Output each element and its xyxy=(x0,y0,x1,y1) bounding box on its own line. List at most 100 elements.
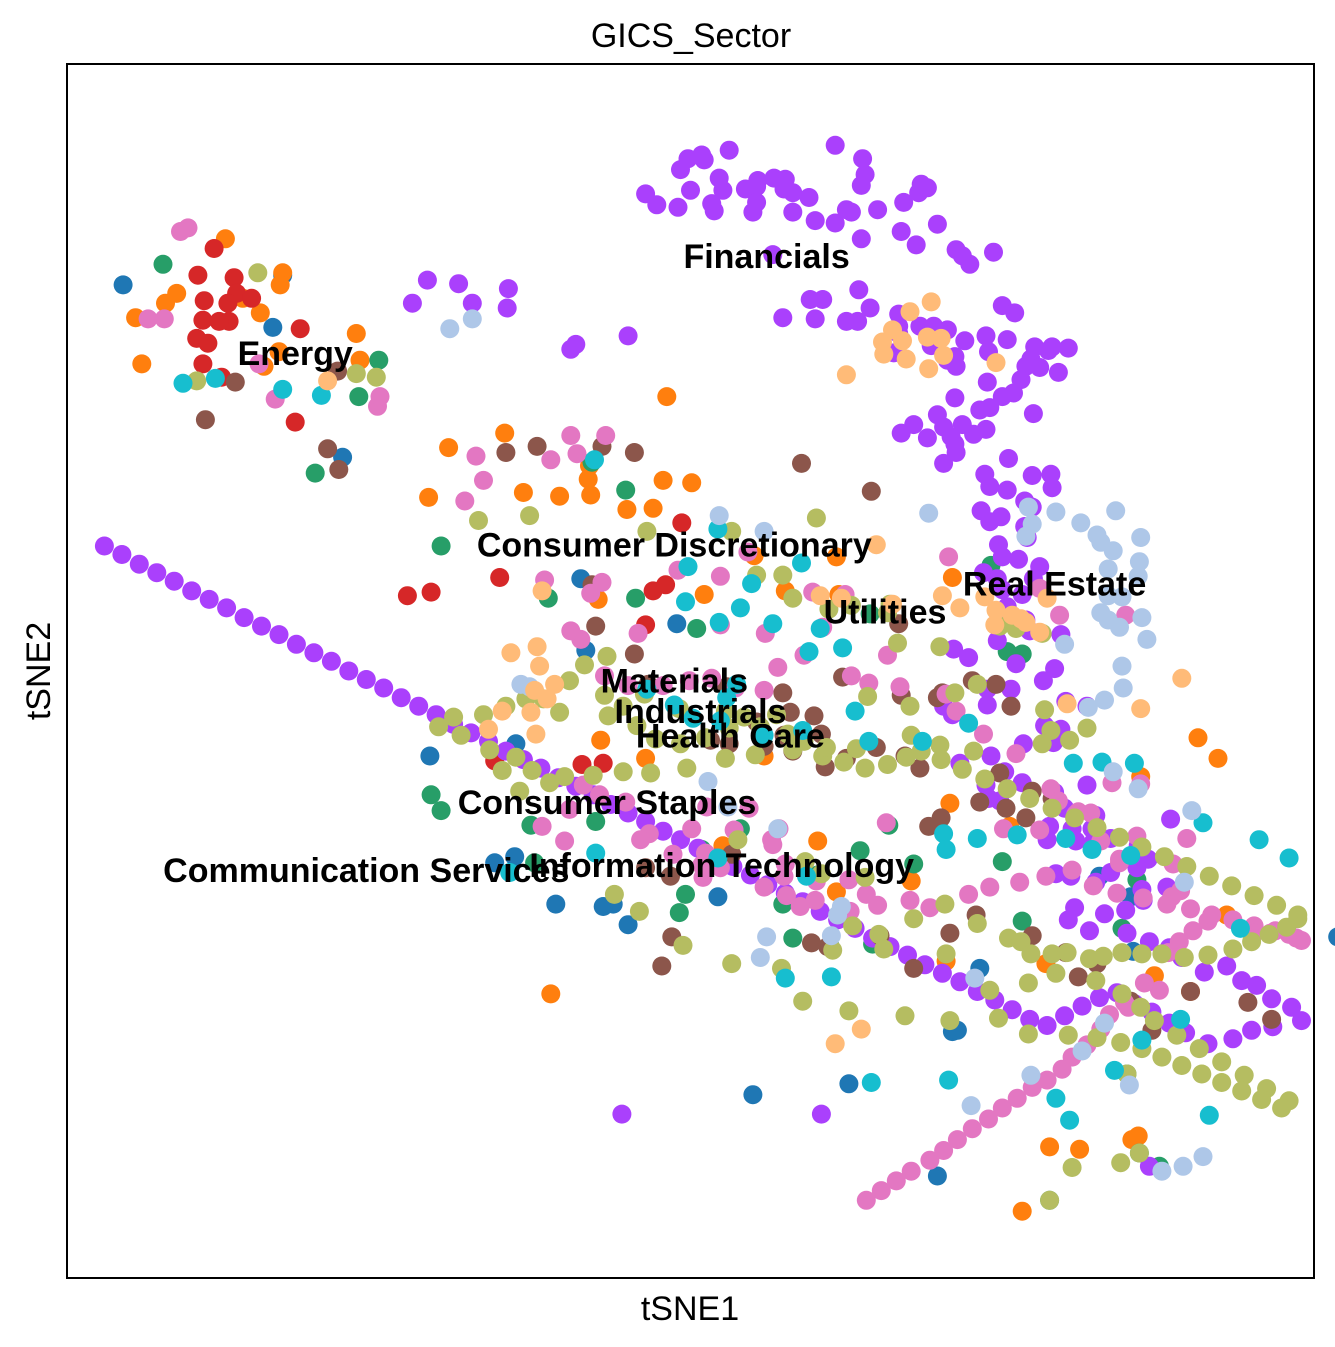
scatter-point xyxy=(860,604,880,624)
scatter-point xyxy=(904,958,924,978)
scatter-point xyxy=(1072,1041,1092,1061)
scatter-point xyxy=(946,701,966,721)
scatter-point xyxy=(1117,923,1137,943)
scatter-point xyxy=(250,303,270,323)
scatter-point xyxy=(421,582,441,602)
scatter-point xyxy=(930,735,950,755)
scatter-point xyxy=(492,761,512,780)
scatter-point xyxy=(1129,552,1149,572)
scatter-point xyxy=(823,940,843,960)
scatter-point xyxy=(722,954,742,974)
scatter-point xyxy=(1128,779,1148,799)
scatter-point xyxy=(290,319,310,339)
scatter-point xyxy=(671,734,690,754)
scatter-point xyxy=(945,388,965,408)
scatter-point xyxy=(506,747,526,767)
scatter-point xyxy=(990,763,1010,783)
scatter-point xyxy=(797,866,816,886)
scatter-point xyxy=(917,178,937,198)
scatter-point xyxy=(696,728,715,748)
scatter-point xyxy=(462,309,482,329)
scatter-point xyxy=(1217,956,1237,976)
scatter-point xyxy=(1037,1016,1057,1035)
scatter-point xyxy=(402,293,422,313)
scatter-point xyxy=(1055,634,1075,654)
scatter-point xyxy=(743,202,763,222)
scatter-point xyxy=(1037,1070,1057,1090)
scatter-point xyxy=(920,1150,940,1170)
scatter-point xyxy=(810,586,830,606)
scatter-point xyxy=(525,853,545,873)
scatter-point xyxy=(156,293,175,313)
scatter-point xyxy=(217,598,237,618)
scatter-point xyxy=(702,668,722,688)
scatter-point xyxy=(773,683,793,703)
scatter-point xyxy=(1062,1158,1082,1177)
scatter-point xyxy=(936,944,956,964)
scatter-point xyxy=(919,503,939,523)
scatter-point xyxy=(967,914,987,933)
scatter-point xyxy=(883,594,902,614)
series-utilities xyxy=(318,292,1192,1054)
scatter-point xyxy=(646,729,666,749)
cluster-label-industrials: Industrials xyxy=(615,693,787,731)
scatter-point xyxy=(498,279,518,299)
scatter-point xyxy=(783,202,803,222)
scatter-point xyxy=(997,330,1017,350)
scatter-point xyxy=(900,302,920,322)
scatter-point xyxy=(1072,996,1092,1016)
scatter-point xyxy=(989,1008,1008,1028)
scatter-point xyxy=(986,353,1006,373)
scatter-point xyxy=(1121,846,1141,865)
scatter-point xyxy=(839,1074,859,1094)
scatter-point xyxy=(805,211,825,231)
scatter-point xyxy=(225,372,245,392)
scatter-point xyxy=(1030,820,1050,840)
scatter-point xyxy=(739,798,759,818)
scatter-point xyxy=(1212,1073,1232,1092)
scatter-point xyxy=(848,311,868,331)
scatter-point xyxy=(1087,818,1107,838)
scatter-point xyxy=(249,354,269,374)
scatter-point xyxy=(593,897,613,916)
scatter-point xyxy=(263,317,283,337)
scatter-point xyxy=(1119,1075,1139,1095)
scatter-point xyxy=(920,898,940,918)
scatter-point xyxy=(545,674,565,694)
scatter-point xyxy=(1177,857,1197,876)
scatter-point xyxy=(750,948,770,967)
scatter-point xyxy=(1193,813,1213,833)
scatter-point xyxy=(1058,1025,1078,1045)
scatter-point xyxy=(1154,847,1174,867)
scatter-point xyxy=(1110,827,1129,847)
scatter-point xyxy=(1223,939,1243,959)
scatter-point xyxy=(466,446,486,466)
scatter-point xyxy=(636,748,656,768)
scatter-point xyxy=(1242,1020,1262,1040)
scatter-point xyxy=(967,674,987,694)
scatter-point xyxy=(693,867,713,887)
scatter-point xyxy=(934,1141,954,1160)
scatter-point xyxy=(986,674,1006,694)
scatter-point xyxy=(1328,927,1335,947)
y-axis-label: tSNE2 xyxy=(20,622,58,720)
scatter-point xyxy=(431,801,451,821)
scatter-point xyxy=(952,759,972,779)
scatter-point xyxy=(895,1006,915,1026)
scatter-point xyxy=(774,179,794,199)
scatter-point xyxy=(479,719,498,739)
scatter-point xyxy=(532,581,552,601)
scatter-point xyxy=(1124,753,1144,773)
scatter-point xyxy=(420,746,440,766)
scatter-point xyxy=(304,643,324,663)
scatter-point xyxy=(868,895,888,915)
scatter-point xyxy=(1007,1088,1027,1108)
scatter-point xyxy=(1087,1028,1107,1048)
scatter-point xyxy=(986,600,1006,620)
scatter-point xyxy=(178,218,198,238)
scatter-point xyxy=(1098,586,1118,606)
scatter-point xyxy=(668,197,688,217)
scatter-point xyxy=(242,288,262,308)
scatter-point xyxy=(1131,528,1151,547)
